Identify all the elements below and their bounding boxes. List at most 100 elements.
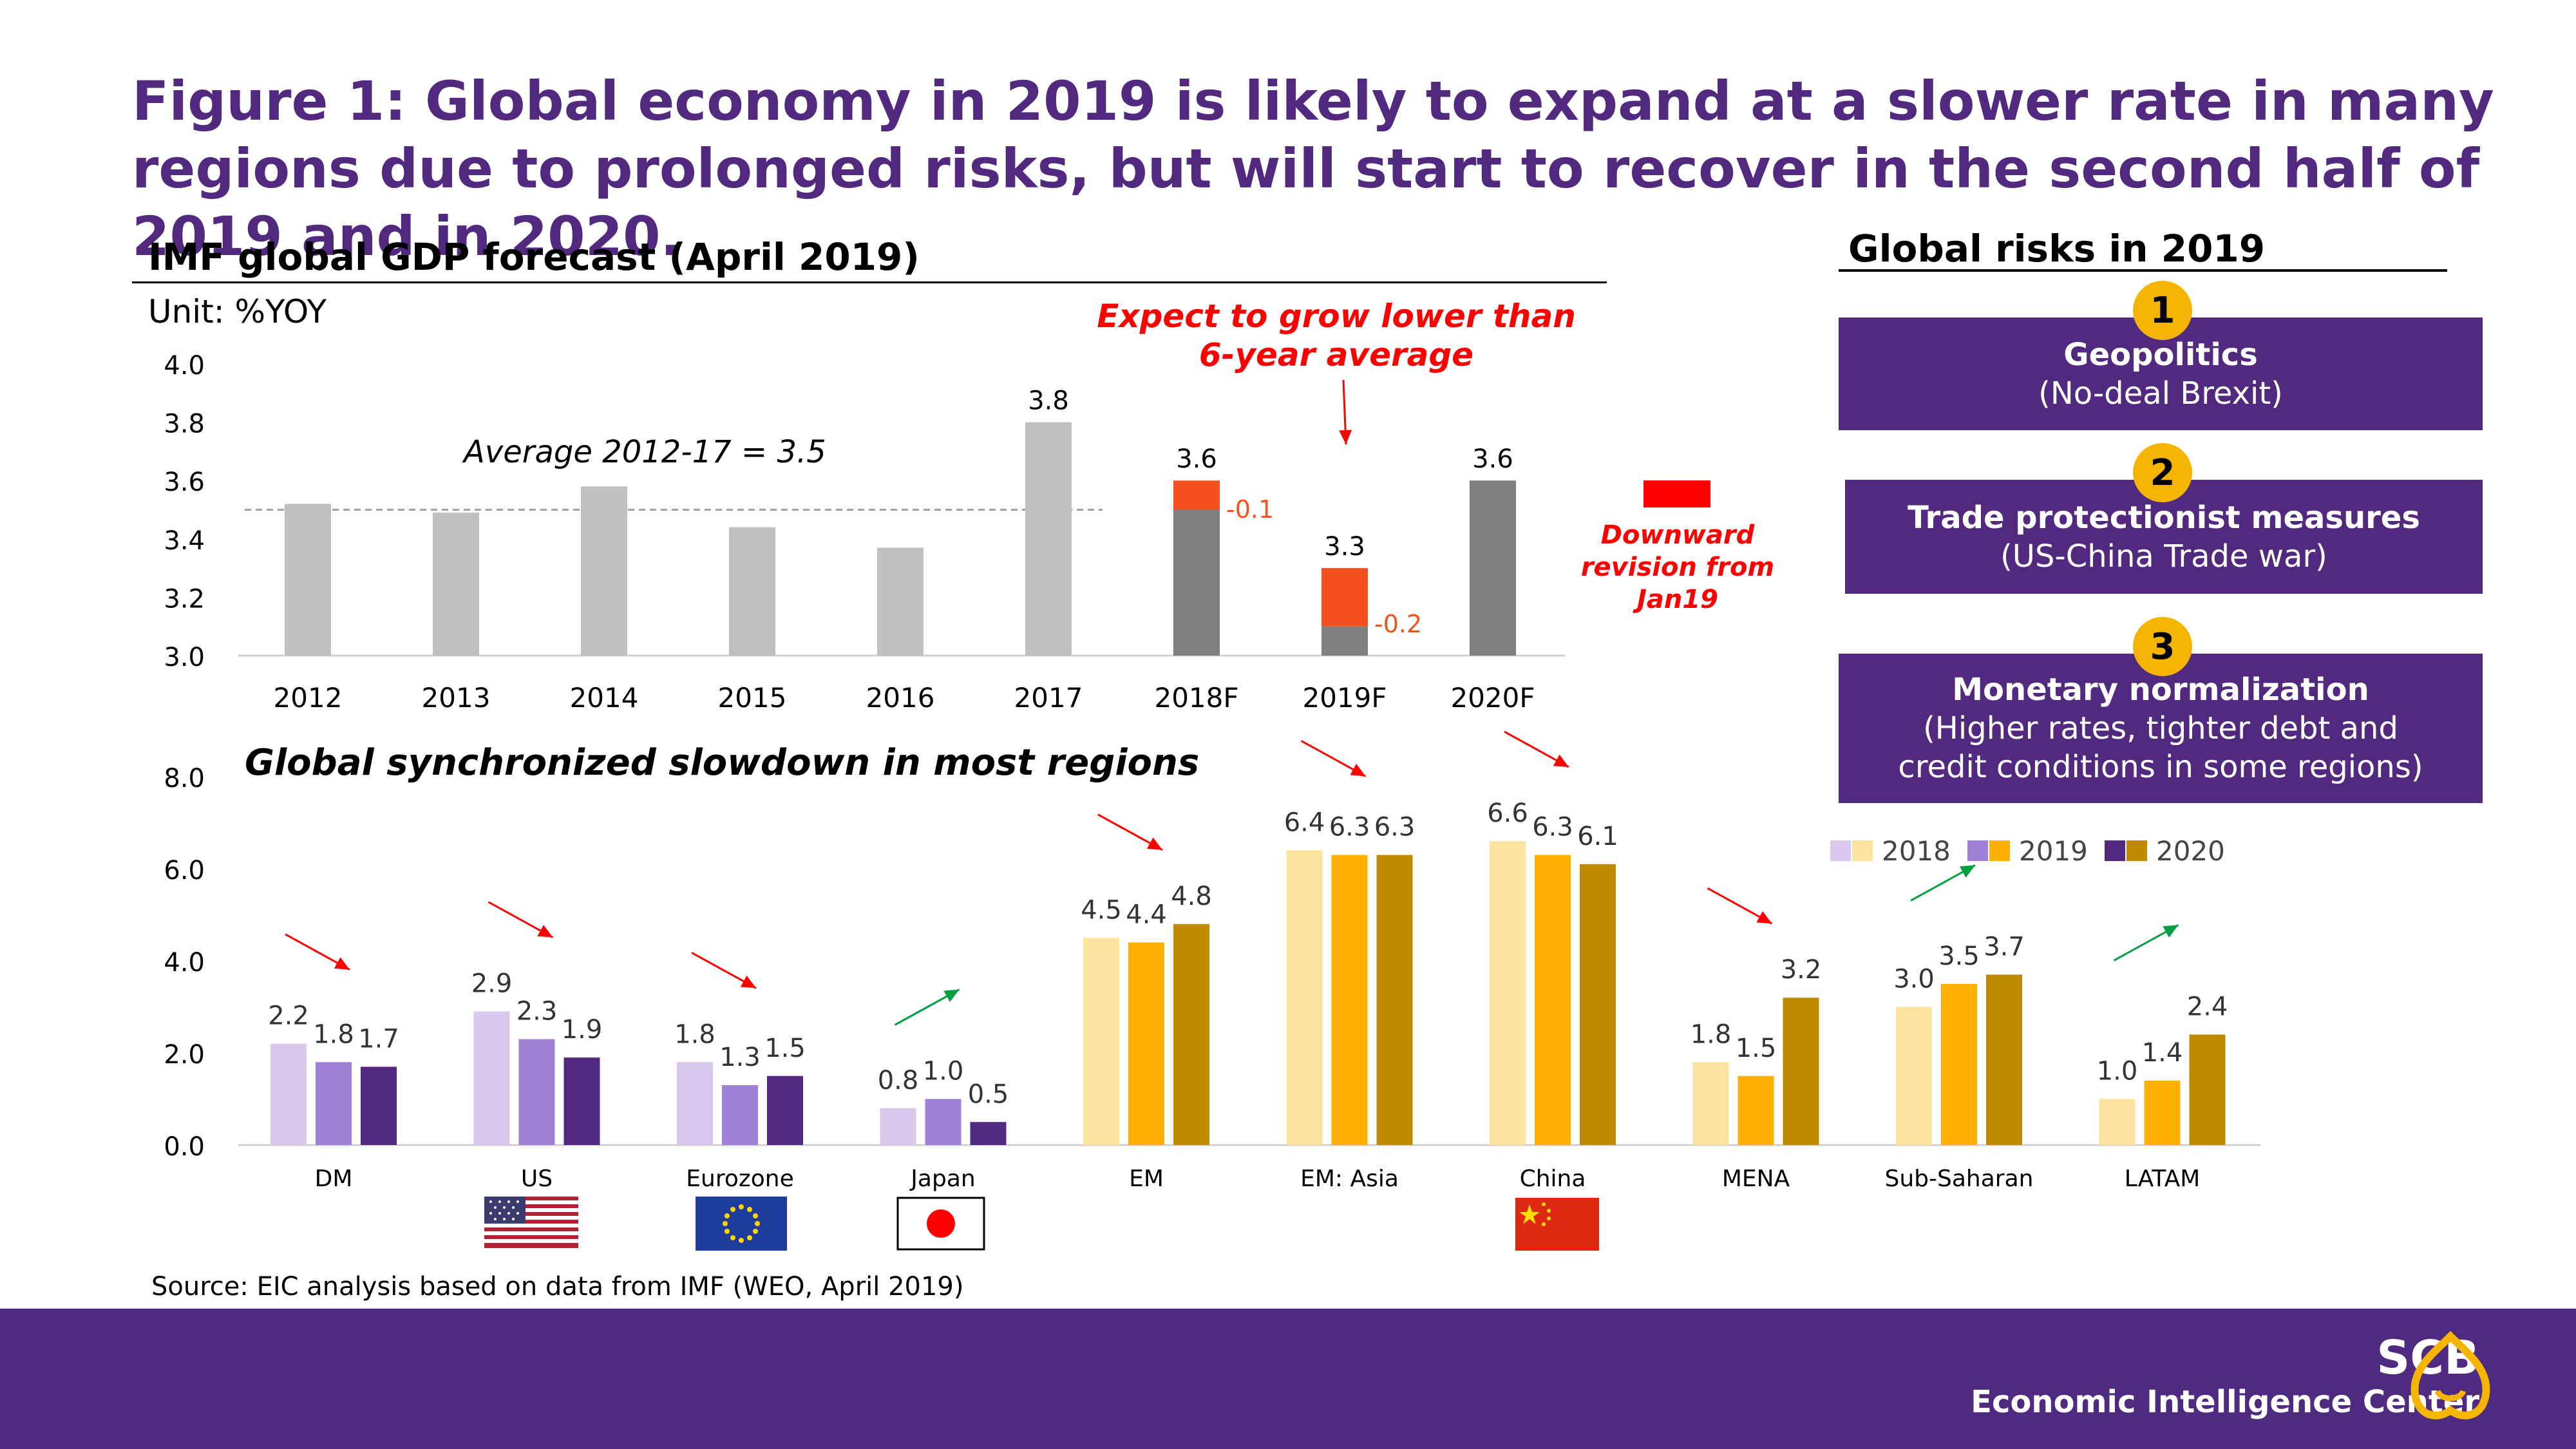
x-tick-label: China [1520, 1166, 1586, 1192]
legend-swatch-dm [1967, 840, 1988, 861]
x-tick-label: 2020F [1450, 682, 1535, 714]
footer-bar [0, 1309, 2576, 1449]
x-tick-label: Eurozone [686, 1166, 793, 1192]
bar-2018 [1692, 1062, 1729, 1145]
bar-2020 [564, 1057, 600, 1145]
revision-label: -0.1 [1226, 495, 1274, 524]
bar-2020 [1173, 923, 1209, 1145]
trend-arrow-down-head [1350, 764, 1366, 777]
x-tick-label: 2016 [866, 682, 935, 714]
brand-block: SCB Economic Intelligence Center [1971, 1332, 2479, 1421]
value-label: 3.3 [1324, 532, 1365, 562]
revision-bar [1321, 568, 1368, 627]
value-label: 1.7 [358, 1024, 399, 1054]
bar-2019 [1128, 942, 1164, 1145]
bar-2018 [270, 1043, 307, 1145]
average-label: Average 2012-17 = 3.5 [462, 434, 826, 470]
risk-heading: Trade protectionist measures [1908, 499, 2420, 536]
bar [1321, 626, 1368, 656]
legend-label: 2019 [2019, 835, 2088, 867]
trend-arrow-down-head [1756, 911, 1772, 924]
legend-label-revision: Downward [1601, 520, 1755, 550]
value-label: 3.0 [1893, 965, 1935, 994]
bar-2018 [473, 1011, 510, 1145]
trend-arrow-up-head [943, 989, 960, 1002]
bar [729, 527, 775, 656]
risk-number-badge: 1 [2133, 281, 2192, 340]
bar-2020 [970, 1122, 1007, 1145]
gdp-title-underline [132, 281, 1607, 283]
value-label: 6.3 [1329, 813, 1370, 842]
chart2-title: Global synchronized slowdown in most reg… [245, 742, 1199, 784]
scb-logo-icon [2410, 1331, 2490, 1419]
legend-label: 2020 [2156, 835, 2225, 867]
risk-number-badge: 3 [2133, 617, 2192, 676]
brand-subtitle: Economic Intelligence Center [1971, 1384, 2479, 1420]
y-tick-label: 4.0 [164, 948, 205, 978]
value-label: 4.4 [1126, 900, 1167, 929]
value-label: 2.4 [2187, 992, 2228, 1021]
bar [1025, 422, 1072, 656]
risk-number-badge: 2 [2133, 443, 2192, 502]
bar-2018 [1490, 841, 1526, 1145]
value-label: 4.5 [1081, 895, 1122, 925]
risk-heading: Monetary normalization [1952, 672, 2369, 708]
risk-detail: (No-deal Brexit) [2038, 375, 2283, 412]
x-tick-label: DM [315, 1166, 353, 1192]
value-label: 2.9 [471, 969, 513, 999]
bar-2018 [1286, 850, 1323, 1145]
bar-2020 [1376, 855, 1413, 1145]
x-tick-label: 2019F [1302, 682, 1387, 714]
trend-arrow-down-head [1146, 837, 1162, 850]
value-label: 3.5 [1938, 942, 1980, 971]
bar-2019 [1535, 855, 1571, 1145]
value-label: 1.9 [562, 1015, 603, 1045]
legend-swatch-revision [1643, 480, 1710, 507]
legend-swatch-em [2126, 840, 2147, 861]
us-flag-icon [484, 1197, 578, 1248]
unit-label: Unit: %YOY [148, 293, 327, 330]
bar-2020 [2189, 1034, 2226, 1145]
x-tick-label: 2015 [718, 682, 787, 714]
x-tick-label: Japan [909, 1166, 975, 1192]
legend-swatch-em [1852, 840, 1873, 861]
value-label: 1.5 [764, 1034, 806, 1063]
bar-2020 [361, 1066, 397, 1145]
legend-label: 2018 [1882, 835, 1951, 867]
bar [581, 486, 627, 656]
legend-swatch-dm [1830, 840, 1851, 861]
value-label: 3.6 [1176, 444, 1217, 474]
legend-swatch-em [1989, 840, 2010, 861]
bar-2018 [2099, 1099, 2136, 1145]
bar [1173, 509, 1220, 656]
bar [1470, 480, 1516, 656]
y-tick-label: 3.8 [164, 410, 205, 439]
bar-2018 [677, 1062, 713, 1145]
value-label: 2.3 [516, 997, 558, 1027]
x-tick-label: 2014 [570, 682, 639, 714]
value-label: 0.8 [878, 1066, 919, 1095]
trend-arrow-down-head [334, 957, 350, 970]
x-tick-label: 2013 [422, 682, 491, 714]
value-label: 1.0 [923, 1057, 964, 1086]
bar-2019 [925, 1099, 961, 1145]
trend-arrow-down-head [537, 925, 553, 938]
value-label: 2.2 [268, 1001, 309, 1031]
legend-label-revision: revision from [1581, 553, 1774, 582]
value-label: 3.7 [1984, 932, 2025, 961]
risk-detail: (US-China Trade war) [2000, 538, 2327, 574]
x-tick-label: 2017 [1014, 682, 1083, 714]
bar-2020 [1580, 864, 1616, 1145]
bar-2020 [767, 1075, 803, 1145]
x-tick-label: EM [1129, 1166, 1164, 1192]
value-label: 3.8 [1028, 386, 1069, 416]
x-tick-label: Sub-Saharan [1885, 1166, 2034, 1192]
x-tick-label: 2018F [1154, 682, 1238, 714]
bar-2018 [880, 1108, 916, 1145]
value-label: 6.3 [1532, 813, 1573, 842]
page-title: Figure 1: Global economy in 2019 is like… [132, 70, 2494, 268]
y-tick-label: 6.0 [164, 856, 205, 886]
revision-bar [1173, 480, 1220, 510]
y-tick-label: 8.0 [164, 764, 205, 793]
